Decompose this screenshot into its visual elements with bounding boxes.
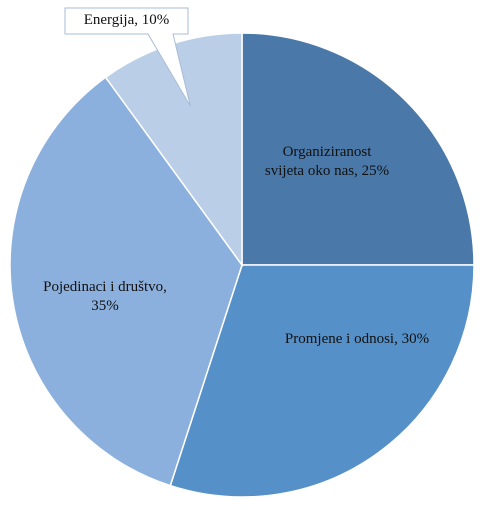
label-box: Energija, 10% xyxy=(83,12,170,28)
pie-slice xyxy=(169,264,475,498)
data-label: Pojedinaci i društvo, 35% xyxy=(43,279,167,314)
data-label: Organiziranost svijeta oko nas, 25% xyxy=(264,144,390,179)
label-box: Pojedinaci i društvo, 35% xyxy=(43,279,167,314)
pie-slice xyxy=(241,32,475,266)
pie-slice xyxy=(9,76,243,487)
data-label: Promjene i odnosi, 30% xyxy=(284,331,430,347)
data-label: Energija, 10% xyxy=(83,12,170,28)
callout-box xyxy=(64,7,191,107)
label-box: Promjene i odnosi, 30% xyxy=(284,331,430,347)
label-box: Organiziranost svijeta oko nas, 25% xyxy=(264,144,390,179)
